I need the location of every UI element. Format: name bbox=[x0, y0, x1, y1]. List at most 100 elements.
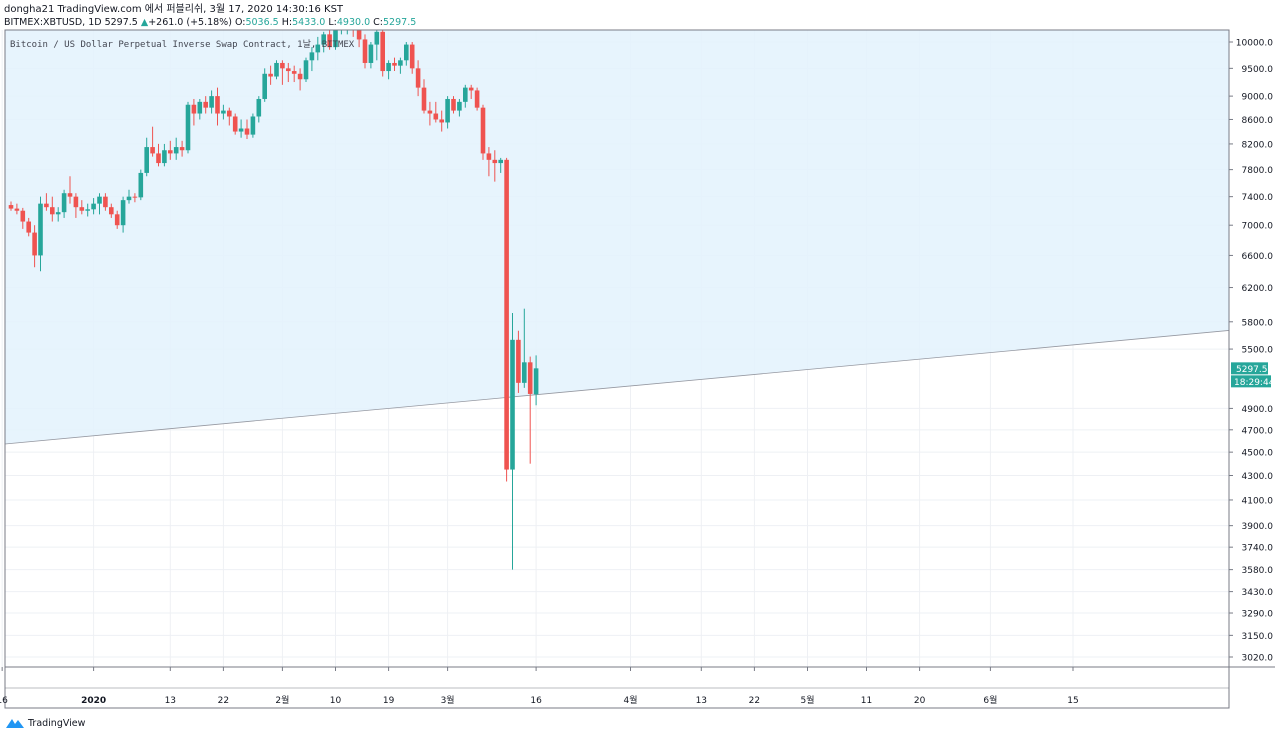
candle-body bbox=[97, 196, 102, 204]
candle-body bbox=[8, 205, 14, 209]
candle bbox=[463, 84, 468, 108]
price-label: 10000.0 bbox=[1236, 39, 1273, 49]
price-axis[interactable]: 10000.0 9500.0 9000.0 8600.0 8200.0 7800.0 740… bbox=[1229, 39, 1273, 664]
price-label: 7400.0 bbox=[1242, 193, 1274, 203]
candle-body bbox=[409, 44, 415, 69]
candle-body bbox=[309, 52, 315, 61]
candle bbox=[32, 225, 37, 268]
candle bbox=[533, 355, 539, 406]
publish-info: dongha21 TradingView.com 에서 퍼블리쉬, 3월 17,… bbox=[4, 4, 344, 15]
candle-body bbox=[126, 196, 132, 201]
candle-body bbox=[356, 30, 362, 40]
time-label: 4월 bbox=[623, 694, 637, 706]
candle bbox=[346, 30, 348, 35]
candle bbox=[120, 196, 126, 233]
price-label: 3150.0 bbox=[1242, 632, 1274, 642]
candle bbox=[44, 193, 49, 211]
candle bbox=[498, 157, 503, 173]
candle-body bbox=[368, 44, 374, 63]
candle bbox=[392, 57, 397, 72]
candle-body bbox=[533, 368, 539, 395]
candle bbox=[38, 196, 43, 272]
candle bbox=[380, 30, 385, 77]
candle-body bbox=[516, 339, 521, 383]
price-label: 3430.0 bbox=[1242, 588, 1274, 598]
candle-body bbox=[209, 96, 214, 108]
candle bbox=[291, 65, 297, 83]
candle bbox=[73, 193, 79, 218]
low-value: 4930.0 bbox=[336, 17, 371, 28]
price-label: 3580.0 bbox=[1242, 566, 1274, 576]
candle-body bbox=[44, 203, 49, 208]
candle bbox=[227, 107, 232, 126]
candle-body bbox=[156, 153, 161, 164]
candle-body bbox=[433, 113, 439, 120]
price-label: 3290.0 bbox=[1242, 610, 1274, 620]
change-text: +261.0 (+5.18%) bbox=[148, 17, 232, 28]
candle-body bbox=[79, 207, 85, 211]
candle bbox=[114, 210, 120, 229]
price-label: 7800.0 bbox=[1242, 166, 1274, 176]
candle bbox=[286, 62, 291, 83]
candle bbox=[457, 98, 462, 117]
candle-body bbox=[197, 101, 203, 114]
candle bbox=[404, 42, 409, 66]
candle bbox=[20, 207, 26, 229]
candle bbox=[409, 42, 415, 74]
time-axis[interactable]: 16 2020 13 22 2월 10 19 3월 16 4월 13 22 5월 11 20 6월 15 bbox=[0, 667, 1079, 706]
candle bbox=[126, 189, 132, 204]
candle bbox=[327, 30, 332, 50]
candle-body bbox=[380, 31, 385, 72]
time-label: 11 bbox=[861, 696, 872, 706]
candle bbox=[168, 140, 173, 160]
candle-body bbox=[504, 159, 509, 470]
candle-body bbox=[50, 207, 55, 215]
brand-footer[interactable]: TradingView bbox=[6, 716, 85, 730]
candle bbox=[191, 98, 197, 126]
candle bbox=[103, 193, 108, 211]
candle-body bbox=[138, 172, 144, 198]
high-label: H: bbox=[281, 17, 293, 28]
candle-body bbox=[392, 62, 397, 66]
candle-body bbox=[179, 147, 185, 151]
price-label: 5500.0 bbox=[1242, 346, 1274, 356]
candle-body bbox=[262, 73, 267, 99]
candle bbox=[256, 96, 262, 123]
candle-body bbox=[463, 87, 468, 102]
candle-body bbox=[191, 104, 197, 114]
symbol-interval: BITMEX:XBTUSD, 1D bbox=[4, 17, 102, 28]
candle-body bbox=[457, 101, 462, 111]
candle-body bbox=[250, 116, 256, 135]
candle bbox=[321, 31, 326, 53]
candle-body bbox=[333, 30, 338, 48]
candle-body bbox=[20, 210, 26, 222]
candle-body bbox=[404, 44, 409, 61]
last-price-label: 5297.5 bbox=[1236, 365, 1268, 375]
candle bbox=[179, 140, 185, 157]
candle bbox=[297, 68, 303, 91]
candle-body bbox=[321, 34, 326, 45]
candle bbox=[215, 87, 220, 126]
candle bbox=[91, 198, 96, 215]
candle-body bbox=[162, 150, 167, 164]
price-label: 4500.0 bbox=[1242, 449, 1274, 459]
price-label: 9000.0 bbox=[1242, 93, 1274, 103]
candle-body bbox=[445, 98, 450, 123]
candle-body bbox=[280, 62, 285, 69]
candle-body bbox=[227, 110, 232, 117]
candle bbox=[280, 60, 285, 85]
candle bbox=[209, 90, 214, 114]
candle bbox=[433, 101, 439, 123]
candle bbox=[156, 143, 161, 167]
candle-body bbox=[61, 193, 67, 213]
candle-body bbox=[427, 110, 433, 114]
candle bbox=[150, 126, 155, 157]
price-label: 7000.0 bbox=[1242, 222, 1274, 232]
candle bbox=[333, 30, 338, 50]
last-price-text: 5297.5 bbox=[104, 17, 138, 28]
close-label: C: bbox=[373, 17, 384, 28]
candle bbox=[439, 110, 444, 132]
trend-line[interactable] bbox=[4, 330, 1230, 445]
time-label: 3월 bbox=[441, 694, 455, 706]
